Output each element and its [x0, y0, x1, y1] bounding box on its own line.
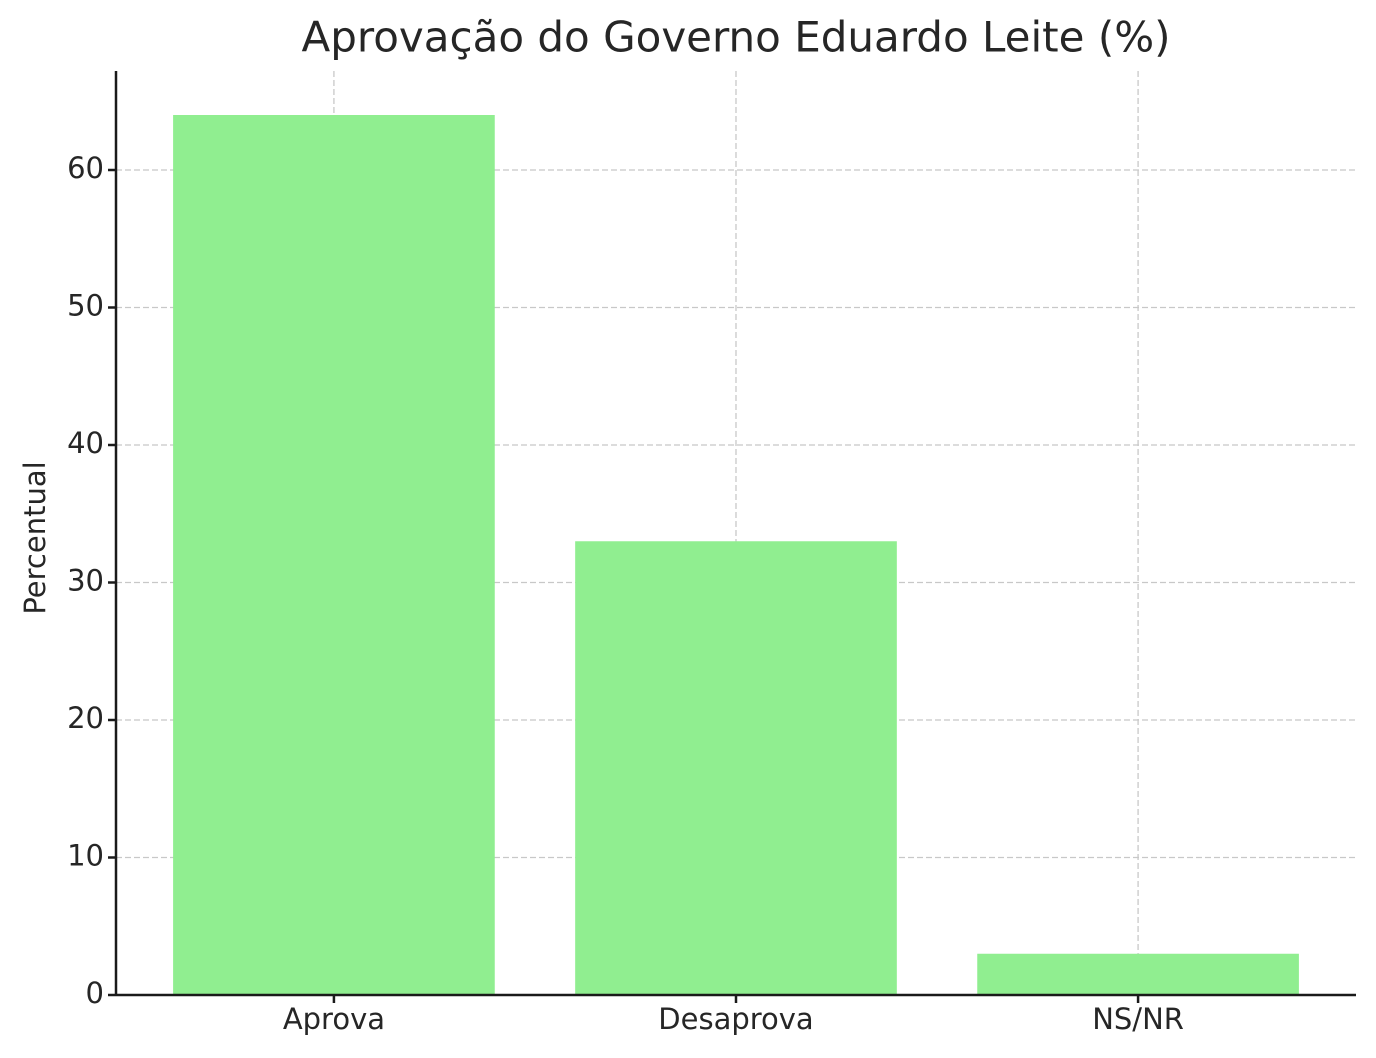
y-tick-label: 10 [67, 839, 104, 873]
x-tick-label: Desaprova [658, 1002, 813, 1036]
x-tick-label: Aprova [283, 1002, 385, 1036]
y-tick-label: 20 [67, 701, 104, 735]
y-tick-label: 30 [67, 564, 104, 598]
bar [575, 541, 897, 995]
x-tick-label: NS/NR [1092, 1002, 1184, 1036]
y-tick-label: 40 [67, 426, 104, 460]
y-tick-label: 60 [67, 151, 104, 185]
bar [173, 115, 495, 995]
chart-title: Aprovação do Governo Eduardo Leite (%) [301, 13, 1170, 62]
y-tick-label: 0 [86, 976, 104, 1010]
y-axis-label: Percentual [18, 461, 52, 614]
bar [977, 953, 1299, 995]
y-tick-label: 50 [67, 289, 104, 323]
